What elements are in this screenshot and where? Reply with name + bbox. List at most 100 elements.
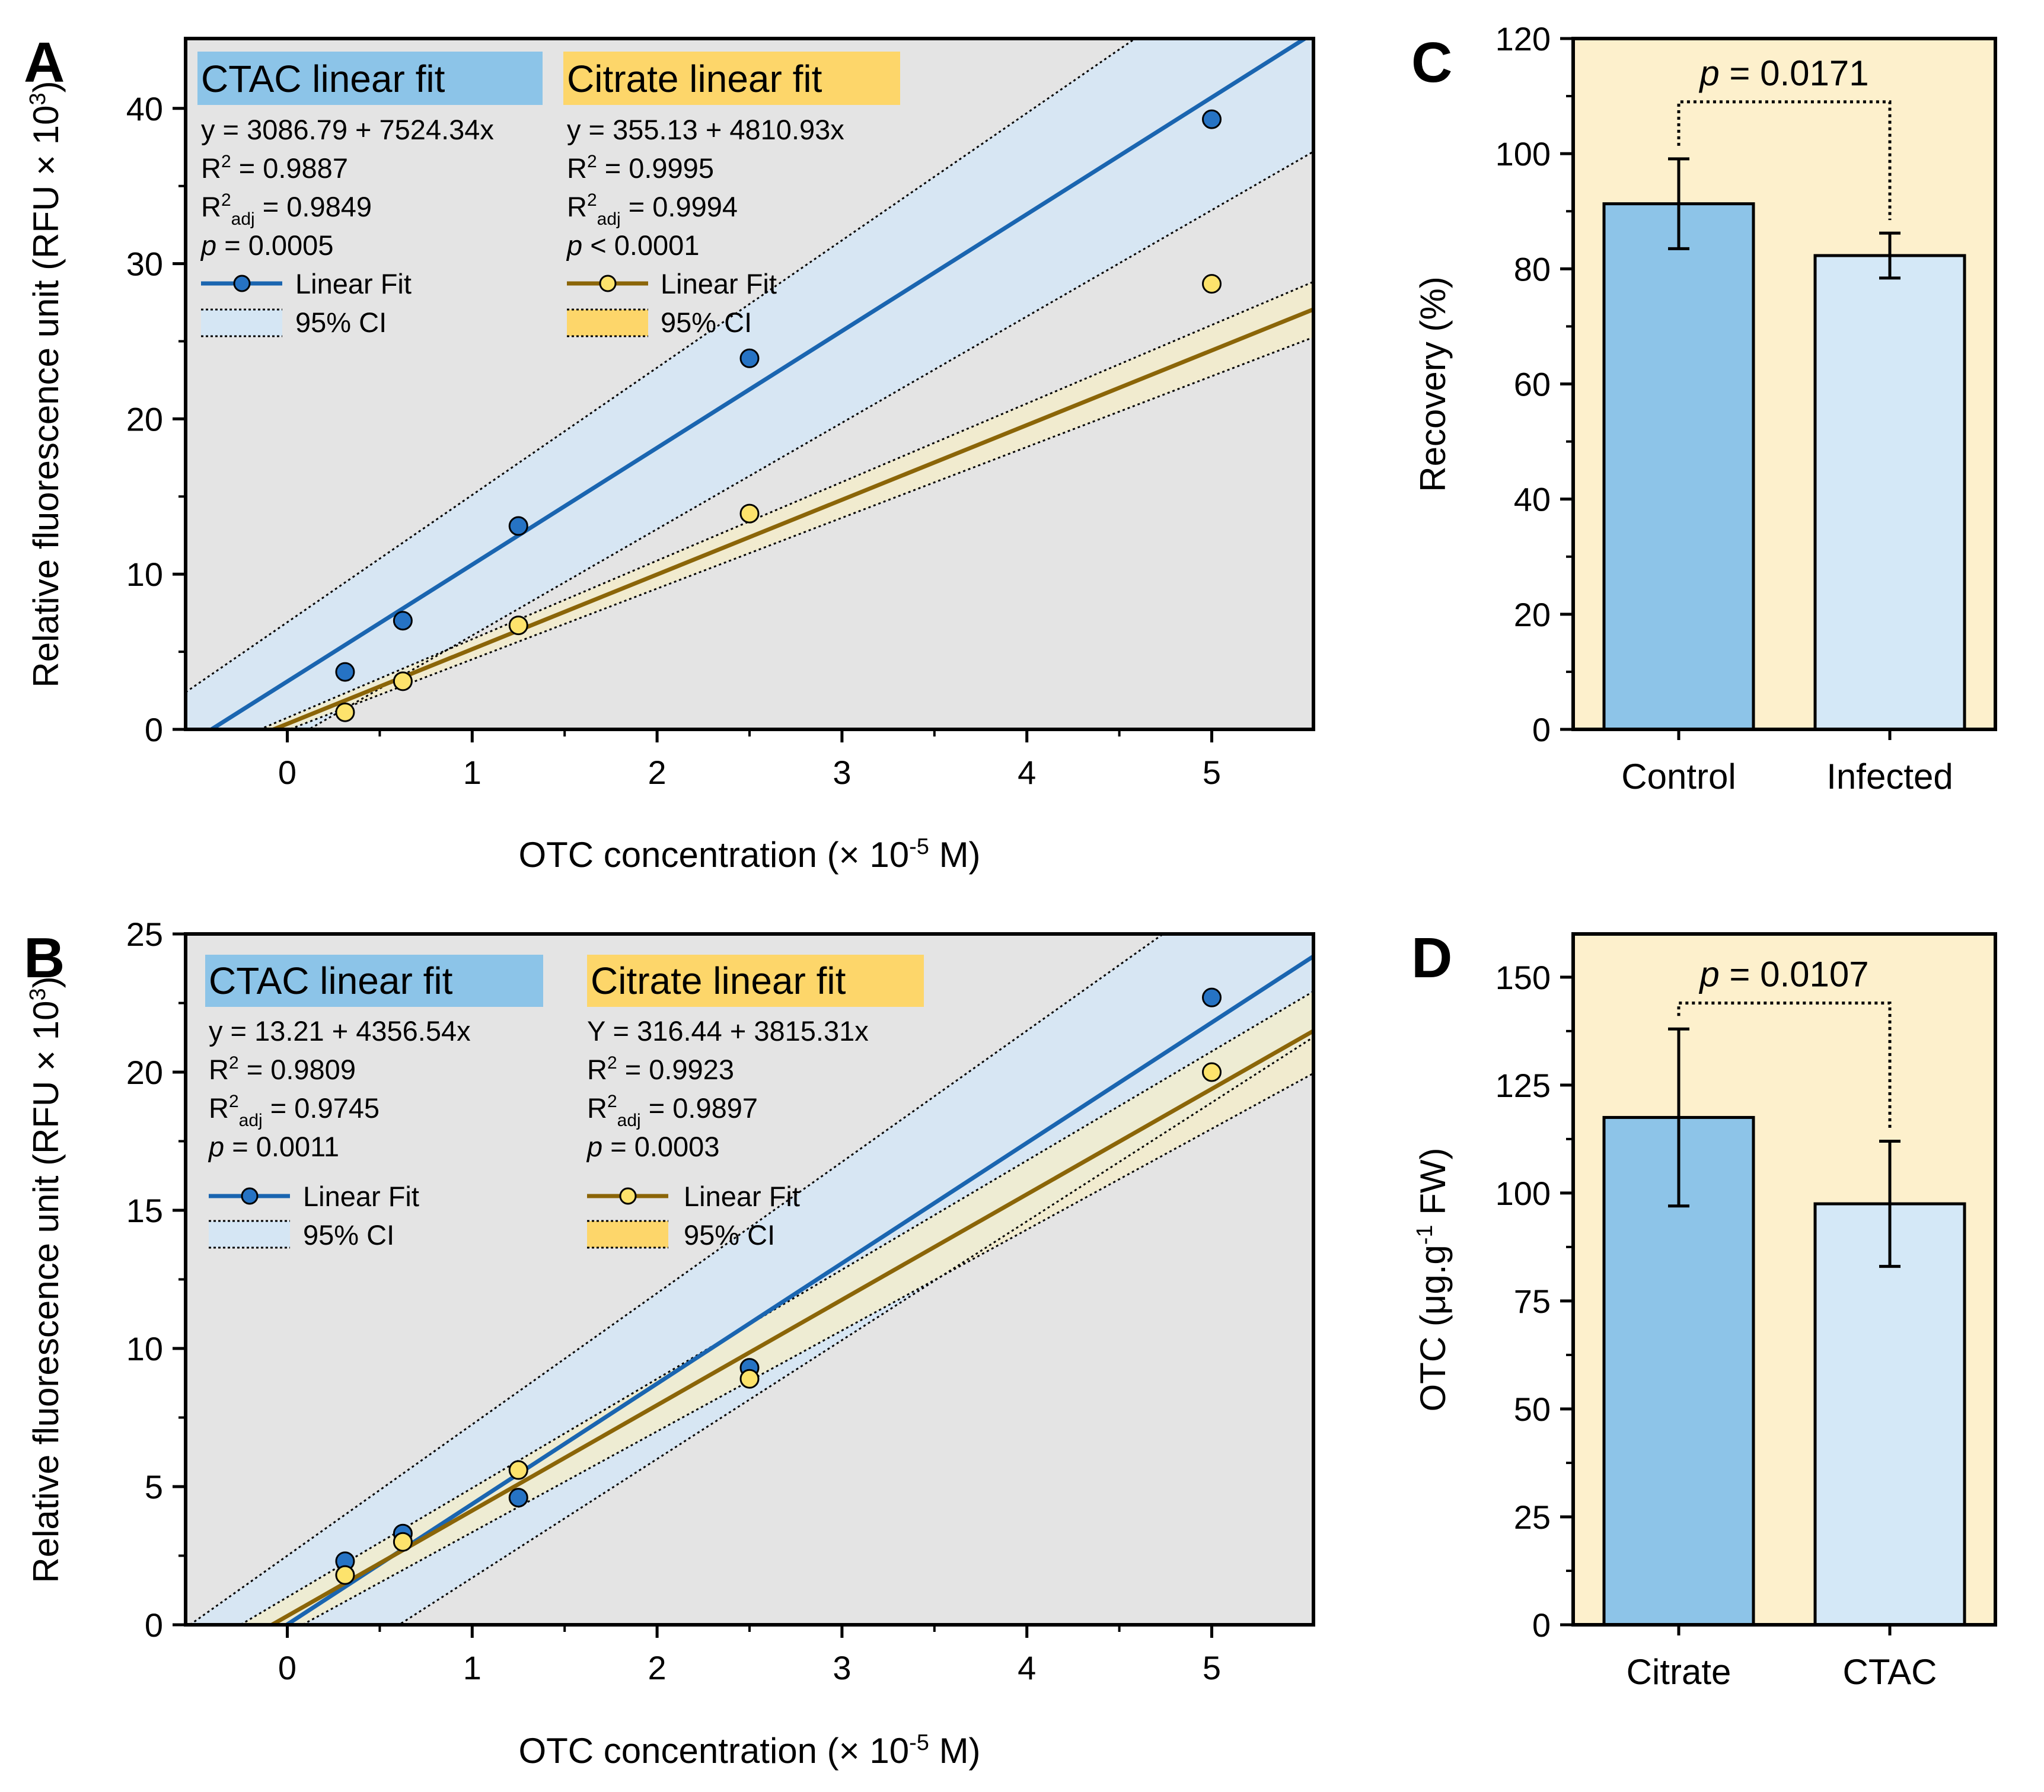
y-tick-label: 0: [1532, 711, 1551, 748]
legend-p-value: p = 0.0005: [200, 229, 333, 261]
panel-d-frame: [1571, 932, 1997, 1627]
legend-ci-label: 95% CI: [303, 1219, 394, 1251]
panel-d-y-axis-title: OTC (μg.g-1 FW): [1412, 1147, 1453, 1411]
x-tick-label: 0: [278, 1649, 296, 1686]
y-tick-label: 0: [145, 1606, 163, 1644]
citrate-ci-upper-line: [257, 280, 1313, 729]
citrate-data-point: [1202, 1062, 1222, 1082]
panel-a-x-axis-title: OTC concentration (× 10-5 M): [518, 834, 980, 875]
ctac-points: [335, 109, 1222, 682]
ctac-fit-line: [208, 39, 1309, 729]
x-tick-label: 1: [463, 754, 481, 791]
citrate-data-point: [739, 503, 760, 524]
legend-p-value: p < 0.0001: [566, 229, 699, 261]
panel-a-data-layer: [186, 39, 1313, 729]
panel-a-legend-ctac: CTAC linear fit y = 3086.79 + 7524.34x R…: [197, 52, 543, 338]
panel-c-ticks: 0 20 40 60 80 100 120: [1495, 20, 1892, 748]
y-tick-label: 30: [126, 245, 163, 283]
ctac-data-point: [739, 348, 760, 368]
x-tick-label: 2: [648, 754, 667, 791]
y-tick-label: 20: [1514, 596, 1551, 633]
y-tick-label: 50: [1514, 1391, 1551, 1428]
legend-equation: Y = 316.44 + 3815.31x: [587, 1015, 869, 1047]
x-tick-label: 3: [833, 1649, 851, 1686]
legend-title: CTAC linear fit: [209, 959, 453, 1002]
legend-marker-sample: [241, 1187, 259, 1205]
panel-b: 0 1 2 3 4 5 0 5 10 15 20 25 B OTC concentration (× …: [24, 916, 1315, 1771]
legend-ci-swatch: [567, 310, 648, 336]
panel-c-significance-label: p = 0.0171: [1698, 53, 1868, 93]
citrate-data-point: [508, 1460, 528, 1480]
legend-fit-label: Linear Fit: [295, 268, 412, 299]
panel-b-x-axis-title: OTC concentration (× 10-5 M): [518, 1730, 980, 1771]
legend-title-box: [205, 955, 543, 1007]
y-tick-label: 5: [145, 1468, 163, 1506]
ctac-data-point: [1202, 987, 1222, 1007]
panel-a-legend-citrate: Citrate linear fit y = 355.13 + 4810.93x…: [563, 52, 900, 338]
panel-a-ticks: 0 1 2 3 4 5 0 10 20 30 40: [126, 90, 1221, 791]
citrate-fit-line: [268, 307, 1313, 729]
legend-equation: y = 3086.79 + 7524.34x: [201, 114, 494, 145]
legend-marker-sample: [599, 275, 617, 292]
citrate-data-point: [335, 1565, 355, 1585]
legend-ci-swatch: [587, 1221, 668, 1248]
x-tick-label: 1: [463, 1649, 481, 1686]
ctac-ci-lower-line: [307, 151, 1313, 729]
panel-b-data-layer: [188, 934, 1313, 1625]
x-tick-label: 3: [833, 754, 851, 791]
y-tick-label: 60: [1514, 366, 1551, 403]
panel-a: 0 1 2 3 4 5 0 10 20 30 40 A OTC concentration (× 1…: [24, 31, 1315, 875]
panel-letter-b: B: [24, 926, 65, 990]
panel-letter-a: A: [24, 31, 65, 94]
ctac-ci-upper-line: [186, 39, 1137, 693]
y-tick-label: 20: [126, 1054, 163, 1091]
ctac-ci-band: [190, 934, 1313, 1625]
y-tick-label: 0: [1532, 1606, 1551, 1644]
legend-equation: y = 355.13 + 4810.93x: [567, 114, 844, 145]
bar-infected: [1813, 254, 1966, 731]
panel-c: Control Infected 0 20 40 60 80 100 120 C Recove…: [1411, 20, 1997, 796]
y-tick-label: 100: [1495, 135, 1551, 173]
legend-ci-label: 95% CI: [684, 1219, 775, 1251]
panel-d-ticks: 0 25 50 75 100 125 150: [1495, 959, 1892, 1644]
legend-fit-label: Linear Fit: [661, 268, 777, 299]
y-tick-label: 0: [145, 711, 163, 748]
ctac-data-point: [1202, 109, 1222, 129]
x-category-label: Infected: [1826, 757, 1953, 796]
y-tick-label: 40: [126, 90, 163, 127]
panel-letter-d: D: [1411, 926, 1452, 990]
panel-d-significance-label: p = 0.0107: [1698, 955, 1868, 994]
citrate-data-point: [393, 1532, 413, 1552]
citrate-ci-lower-line: [286, 336, 1313, 729]
significance-bracket: [1677, 1002, 1892, 1128]
panel-b-legend-citrate: Citrate linear fit Y = 316.44 + 3815.31x…: [586, 955, 924, 1251]
panel-d-bars: Citrate CTAC: [1602, 1002, 1966, 1692]
legend-ci-swatch: [209, 1221, 290, 1248]
citrate-data-point: [335, 702, 355, 722]
x-category-label: Citrate: [1627, 1652, 1731, 1692]
y-tick-label: 150: [1495, 959, 1551, 996]
legend-fit-label: Linear Fit: [303, 1181, 419, 1212]
legend-title-box: [587, 955, 924, 1007]
ctac-data-point: [508, 516, 528, 536]
legend-fit-label: Linear Fit: [684, 1181, 800, 1212]
x-tick-label: 5: [1203, 1649, 1221, 1686]
legend-ci-swatch: [201, 310, 282, 336]
legend-equation: y = 13.21 + 4356.54x: [209, 1015, 471, 1047]
y-tick-label: 125: [1495, 1067, 1551, 1104]
legend-title: CTAC linear fit: [201, 58, 445, 100]
legend-ci-label: 95% CI: [295, 307, 387, 338]
significance-bracket: [1677, 100, 1892, 221]
citrate-fit-line: [267, 1029, 1313, 1625]
y-tick-label: 10: [126, 556, 163, 593]
y-tick-label: 15: [126, 1192, 163, 1229]
citrate-data-point: [1202, 274, 1222, 294]
citrate-data-point: [508, 616, 528, 636]
panel-b-y-axis-title: Relative fluorescence unit (RFU × 103): [25, 976, 66, 1583]
y-tick-label: 40: [1514, 481, 1551, 518]
citrate-data-point: [739, 1369, 760, 1389]
legend-marker-sample: [619, 1187, 637, 1205]
x-tick-label: 4: [1018, 1649, 1036, 1686]
y-tick-label: 20: [126, 400, 163, 438]
